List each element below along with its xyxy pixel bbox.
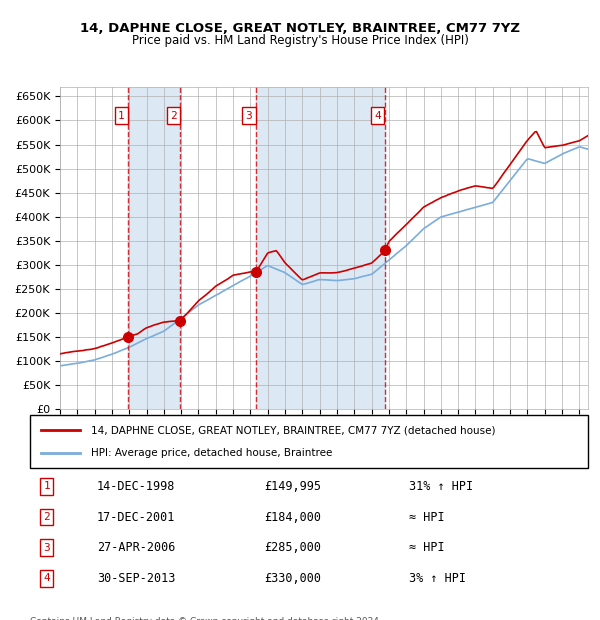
Text: 2: 2	[170, 111, 177, 121]
Text: HPI: Average price, detached house, Braintree: HPI: Average price, detached house, Brai…	[91, 448, 333, 458]
Text: £330,000: £330,000	[265, 572, 322, 585]
14, DAPHNE CLOSE, GREAT NOTLEY, BRAINTREE, CM77 7YZ (detached house)	[56, 350, 64, 358]
Text: Contains HM Land Registry data © Crown copyright and database right 2024.
This d: Contains HM Land Registry data © Crown c…	[30, 617, 382, 620]
Text: 14, DAPHNE CLOSE, GREAT NOTLEY, BRAINTREE, CM77 7YZ (detached house): 14, DAPHNE CLOSE, GREAT NOTLEY, BRAINTRE…	[91, 425, 496, 435]
Text: ≈ HPI: ≈ HPI	[409, 511, 445, 524]
14, DAPHNE CLOSE, GREAT NOTLEY, BRAINTREE, CM77 7YZ (detached house)	[262, 252, 269, 259]
14, DAPHNE CLOSE, GREAT NOTLEY, BRAINTREE, CM77 7YZ (detached house)	[442, 192, 449, 200]
Text: ≈ HPI: ≈ HPI	[409, 541, 445, 554]
Text: £184,000: £184,000	[265, 511, 322, 524]
HPI: Average price, detached house, Braintree: (2e+03, 1.51e+05): Average price, detached house, Braintree…	[148, 333, 155, 340]
HPI: Average price, detached house, Braintree: (2.03e+03, 5.4e+05): Average price, detached house, Braintree…	[584, 146, 592, 153]
Line: 14, DAPHNE CLOSE, GREAT NOTLEY, BRAINTREE, CM77 7YZ (detached house): 14, DAPHNE CLOSE, GREAT NOTLEY, BRAINTRE…	[60, 131, 588, 354]
HPI: Average price, detached house, Braintree: (2.02e+03, 4.32e+05): Average price, detached house, Braintree…	[490, 198, 497, 205]
Text: £285,000: £285,000	[265, 541, 322, 554]
Text: 3: 3	[43, 542, 50, 552]
Text: 3% ↑ HPI: 3% ↑ HPI	[409, 572, 466, 585]
HPI: Average price, detached house, Braintree: (2.03e+03, 5.45e+05): Average price, detached house, Braintree…	[576, 143, 583, 151]
14, DAPHNE CLOSE, GREAT NOTLEY, BRAINTREE, CM77 7YZ (detached house)	[516, 148, 523, 155]
Text: 14-DEC-1998: 14-DEC-1998	[97, 480, 175, 493]
14, DAPHNE CLOSE, GREAT NOTLEY, BRAINTREE, CM77 7YZ (detached house)	[148, 322, 155, 330]
Text: Price paid vs. HM Land Registry's House Price Index (HPI): Price paid vs. HM Land Registry's House …	[131, 34, 469, 47]
Text: £149,995: £149,995	[265, 480, 322, 493]
Text: 1: 1	[43, 482, 50, 492]
Text: 1: 1	[118, 111, 125, 121]
HPI: Average price, detached house, Braintree: (2.01e+03, 2.95e+05): Average price, detached house, Braintree…	[268, 264, 275, 271]
Text: 3: 3	[245, 111, 253, 121]
Bar	[256, 87, 385, 409]
14, DAPHNE CLOSE, GREAT NOTLEY, BRAINTREE, CM77 7YZ (detached house)	[268, 248, 275, 255]
Text: 31% ↑ HPI: 31% ↑ HPI	[409, 480, 473, 493]
14, DAPHNE CLOSE, GREAT NOTLEY, BRAINTREE, CM77 7YZ (detached house)	[490, 184, 497, 191]
Text: 14, DAPHNE CLOSE, GREAT NOTLEY, BRAINTREE, CM77 7YZ: 14, DAPHNE CLOSE, GREAT NOTLEY, BRAINTRE…	[80, 22, 520, 35]
HPI: Average price, detached house, Braintree: (2.02e+03, 5e+05): Average price, detached house, Braintree…	[516, 165, 523, 172]
Text: 30-SEP-2013: 30-SEP-2013	[97, 572, 175, 585]
Text: 27-APR-2006: 27-APR-2006	[97, 541, 175, 554]
Text: 4: 4	[43, 574, 50, 583]
14, DAPHNE CLOSE, GREAT NOTLEY, BRAINTREE, CM77 7YZ (detached house)	[533, 128, 540, 135]
HPI: Average price, detached house, Braintree: (2.02e+03, 4.02e+05): Average price, detached house, Braintree…	[442, 212, 449, 219]
HPI: Average price, detached house, Braintree: (2.01e+03, 2.96e+05): Average price, detached house, Braintree…	[262, 263, 269, 270]
Line: HPI: Average price, detached house, Braintree: HPI: Average price, detached house, Brai…	[60, 147, 588, 366]
HPI: Average price, detached house, Braintree: (2e+03, 9.01e+04): Average price, detached house, Braintree…	[56, 362, 64, 370]
Text: 2: 2	[43, 512, 50, 522]
14, DAPHNE CLOSE, GREAT NOTLEY, BRAINTREE, CM77 7YZ (detached house)	[584, 132, 592, 140]
Text: 17-DEC-2001: 17-DEC-2001	[97, 511, 175, 524]
Text: 4: 4	[374, 111, 381, 121]
Bar	[128, 87, 181, 409]
FancyBboxPatch shape	[30, 415, 588, 468]
